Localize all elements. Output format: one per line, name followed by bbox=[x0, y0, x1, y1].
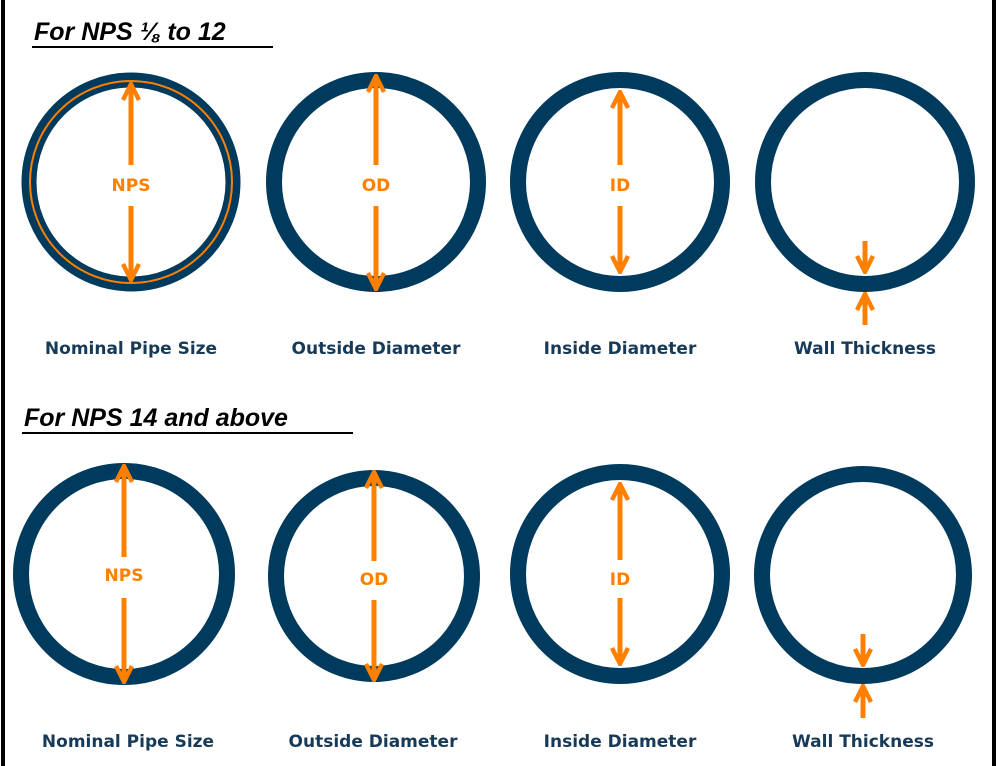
caption: Inside Diameter bbox=[544, 339, 697, 359]
inner-label: NPS bbox=[112, 176, 151, 196]
section-large-nps: For NPS 14 and above NPS Nominal Pipe Si… bbox=[13, 404, 972, 752]
diagram-nominal-pipe-size: NPS Nominal Pipe Size bbox=[21, 72, 241, 359]
caption: Nominal Pipe Size bbox=[45, 339, 217, 359]
inner-label: OD bbox=[360, 570, 389, 590]
inner-label: OD bbox=[362, 176, 391, 196]
section-title: For NPS 14 and above bbox=[24, 404, 288, 432]
pipe-ring bbox=[755, 72, 975, 292]
diagram-wall-thickness: Wall Thickness bbox=[754, 466, 972, 752]
diagram-inside-diameter: ID Inside Diameter bbox=[510, 464, 730, 752]
section-small-nps: For NPS ⅛ to 12 NPS Nominal Pipe Size OD… bbox=[21, 18, 975, 359]
inner-label: NPS bbox=[105, 566, 144, 586]
caption: Wall Thickness bbox=[792, 732, 934, 752]
caption: Outside Diameter bbox=[292, 339, 462, 359]
pipe-ring bbox=[510, 464, 730, 684]
section-title: For NPS ⅛ to 12 bbox=[34, 18, 226, 46]
nominal-ring bbox=[29, 80, 233, 284]
diagram-outside-diameter: OD Outside Diameter bbox=[266, 72, 486, 359]
diagram-nominal-pipe-size: NPS Nominal Pipe Size bbox=[13, 463, 235, 752]
diagram-wall-thickness: Wall Thickness bbox=[755, 72, 975, 359]
inner-label: ID bbox=[610, 570, 630, 590]
pipe-ring bbox=[510, 72, 730, 292]
caption: Nominal Pipe Size bbox=[42, 732, 214, 752]
pipe-ring bbox=[754, 466, 972, 684]
diagram-inside-diameter: ID Inside Diameter bbox=[510, 72, 730, 359]
diagram-outside-diameter: OD Outside Diameter bbox=[268, 470, 480, 752]
caption: Inside Diameter bbox=[544, 732, 697, 752]
caption: Wall Thickness bbox=[794, 339, 936, 359]
inner-label: ID bbox=[610, 176, 630, 196]
caption: Outside Diameter bbox=[289, 732, 459, 752]
